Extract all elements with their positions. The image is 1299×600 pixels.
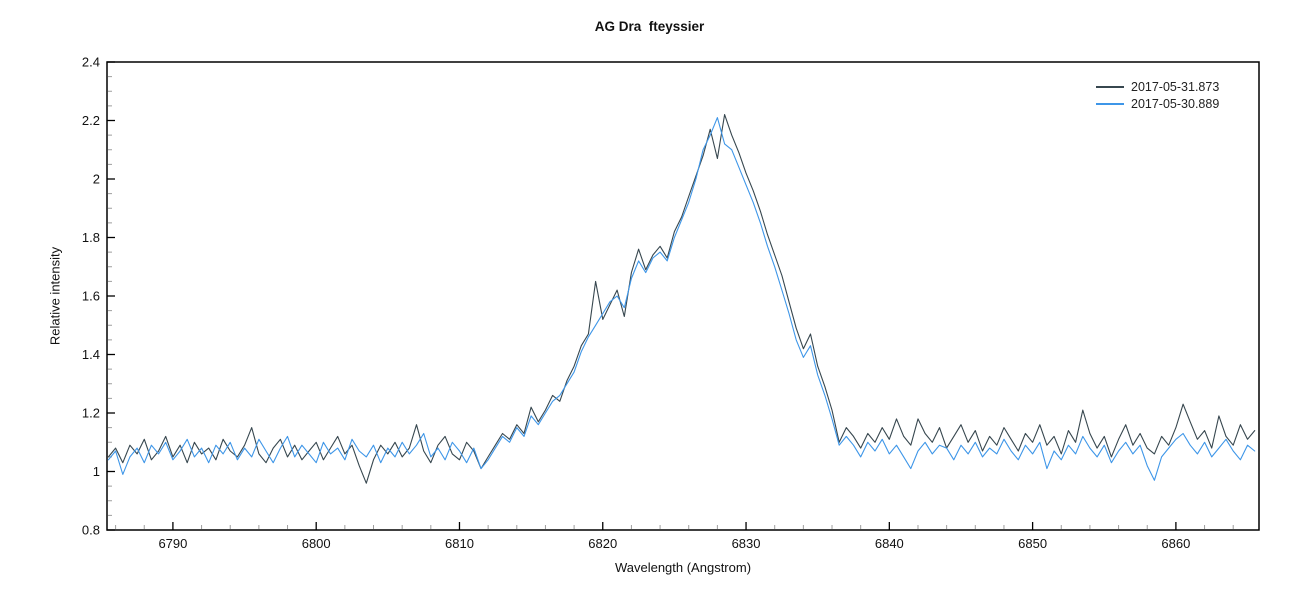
legend-item: 2017-05-31.873: [1096, 78, 1219, 95]
y-tick-label: 0.8: [82, 523, 100, 538]
legend-swatch: [1096, 102, 1124, 105]
x-tick-label: 6860: [1161, 536, 1190, 551]
legend-label: 2017-05-31.873: [1131, 79, 1220, 94]
x-tick-label: 6830: [732, 536, 761, 551]
legend-swatch: [1096, 85, 1124, 88]
legend: 2017-05-31.873 2017-05-30.889: [1096, 78, 1219, 112]
y-tick-label: 2.2: [82, 113, 100, 128]
y-tick-label: 1.2: [82, 406, 100, 421]
x-tick-label: 6800: [302, 536, 331, 551]
y-tick-label: 1.8: [82, 230, 100, 245]
chart-title: AG Dra fteyssier: [594, 19, 705, 34]
series-line-1: [107, 117, 1256, 481]
y-tick-label: 2: [93, 172, 100, 187]
x-axis-label: Wavelength (Angstrom): [614, 560, 752, 575]
y-tick-label: 1.6: [82, 289, 100, 304]
plot-border: [106, 61, 1260, 531]
x-tick-label: 6850: [1018, 536, 1047, 551]
legend-item: 2017-05-30.889: [1096, 95, 1219, 112]
legend-label: 2017-05-30.889: [1131, 96, 1220, 111]
y-tick-label: 1.4: [82, 347, 100, 362]
x-tick-label: 6810: [445, 536, 474, 551]
y-tick-label: 1: [93, 464, 100, 479]
x-tick-label: 6790: [158, 536, 187, 551]
x-tick-label: 6820: [588, 536, 617, 551]
series-line-0: [107, 114, 1256, 484]
x-tick-label: 6840: [875, 536, 904, 551]
y-axis-label: Relative intensity: [47, 246, 63, 346]
y-tick-label: 2.4: [82, 55, 100, 70]
